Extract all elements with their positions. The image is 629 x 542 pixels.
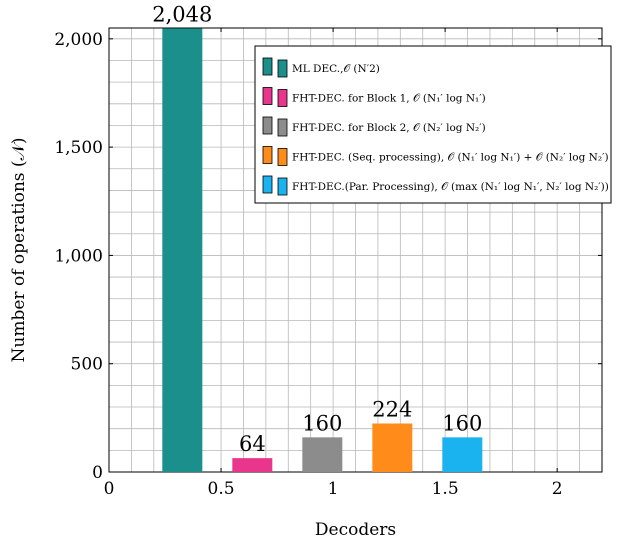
legend-entry-label: FHT-DEC. for Block 1, 𝒪 (N₁′ log N₁′) bbox=[292, 93, 486, 105]
x-tick-label: 0 bbox=[104, 479, 115, 499]
legend-swatch bbox=[262, 146, 273, 164]
x-tick-label: 0.5 bbox=[208, 479, 235, 499]
legend-swatch bbox=[277, 89, 288, 107]
legend-entry-label: FHT-DEC. (Seq. processing), 𝒪 (N₁′ log N… bbox=[292, 152, 609, 164]
plot-frame bbox=[108, 27, 603, 473]
x-axis-title: Decoders bbox=[315, 520, 396, 540]
legend-entry-label: FHT-DEC.(Par. Processing), 𝒪 (max (N₁′ l… bbox=[292, 181, 609, 193]
legend-swatch bbox=[262, 57, 273, 76]
legend-box bbox=[254, 45, 612, 204]
x-tick-label: 2 bbox=[552, 479, 563, 499]
legend-swatch bbox=[277, 177, 288, 196]
legend-entry-label: ML DEC.,𝒪 (N′2) bbox=[292, 63, 380, 75]
legend-swatch bbox=[262, 175, 273, 194]
bar-value-label: 224 bbox=[372, 397, 412, 421]
bar-5 bbox=[442, 437, 483, 472]
y-tick-label: 500 bbox=[71, 355, 103, 375]
y-axis-title: Number of operations (𝒩) bbox=[9, 138, 29, 363]
legend-entry-label: FHT-DEC. for Block 2, 𝒪 (N₂′ log N₂′) bbox=[292, 122, 486, 134]
bar-4 bbox=[372, 423, 413, 472]
bar-value-label: 160 bbox=[442, 411, 482, 435]
y-tick-label: 1,500 bbox=[54, 138, 103, 158]
legend-swatch bbox=[277, 59, 288, 78]
legend: ML DEC.,𝒪 (N′2) FHT-DEC. for Block 1, 𝒪 (… bbox=[254, 45, 612, 204]
legend-swatch bbox=[262, 116, 273, 135]
bar-3 bbox=[302, 437, 343, 472]
bar-1 bbox=[162, 28, 203, 473]
bars: 2,048 64 160 224 160 bbox=[152, 2, 483, 473]
x-tick-label: 1.5 bbox=[432, 479, 459, 499]
bar-value-label: 64 bbox=[239, 432, 266, 456]
bar-value-label: 160 bbox=[302, 411, 342, 435]
legend-swatch bbox=[277, 148, 288, 166]
y-tick-label: 2,000 bbox=[54, 30, 103, 50]
x-tick-label: 1 bbox=[328, 479, 339, 499]
bar-value-label: 2,048 bbox=[152, 2, 212, 26]
legend-swatch bbox=[262, 87, 273, 105]
y-tick-label: 1,000 bbox=[54, 246, 103, 266]
y-tick-label: 0 bbox=[92, 463, 103, 483]
axis-ticks: 0 0.5 1 1.5 2 0 500 1,000 1,500 2,000 bbox=[54, 28, 602, 499]
bar-2 bbox=[232, 458, 273, 472]
legend-swatch bbox=[277, 118, 288, 137]
